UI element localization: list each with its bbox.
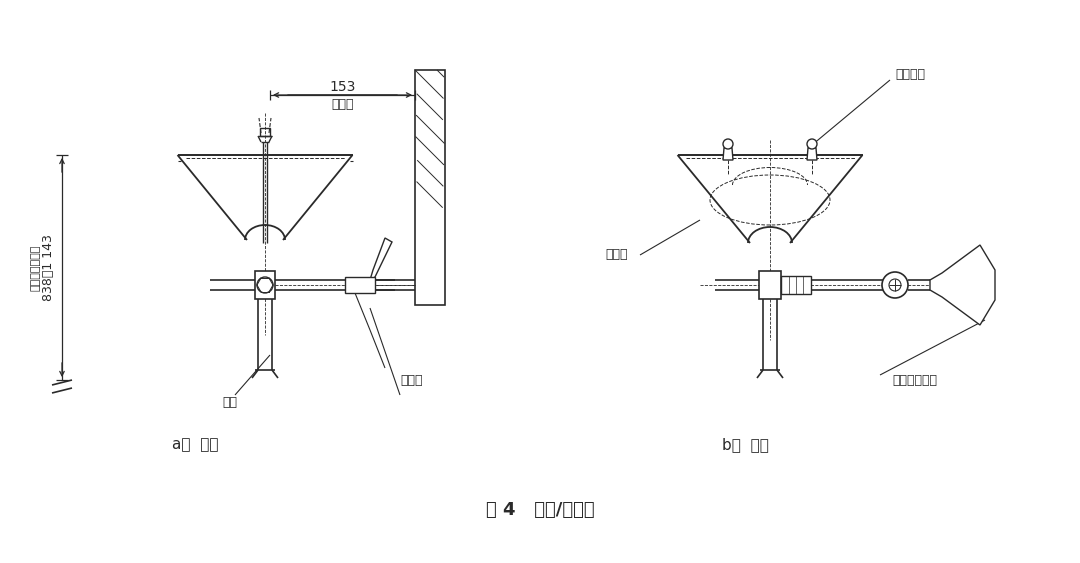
- Bar: [415, 70, 445, 305]
- Bar: [759, 271, 781, 299]
- Circle shape: [889, 279, 901, 291]
- Text: b）  侧面: b） 侧面: [721, 437, 769, 453]
- Text: 洗眼盆: 洗眼盆: [606, 248, 629, 261]
- Bar: [260, 128, 270, 136]
- Circle shape: [882, 272, 908, 298]
- Text: 阀门驱动装置: 阀门驱动装置: [892, 373, 937, 387]
- Text: 最小値: 最小値: [332, 99, 354, 111]
- Polygon shape: [807, 148, 816, 160]
- Text: 管道: 管道: [222, 396, 238, 409]
- Polygon shape: [930, 245, 995, 325]
- Text: 838～1 143: 838～1 143: [41, 234, 54, 301]
- Bar: [345, 277, 375, 293]
- Circle shape: [723, 139, 733, 149]
- Text: 153: 153: [329, 80, 355, 94]
- Polygon shape: [723, 148, 733, 160]
- Text: 控制阀: 控制阀: [400, 373, 422, 387]
- Text: 至使用者站立面: 至使用者站立面: [31, 244, 41, 291]
- Circle shape: [257, 277, 273, 293]
- Polygon shape: [370, 238, 392, 280]
- Bar: [781, 276, 811, 294]
- Circle shape: [807, 139, 816, 149]
- Bar: [255, 271, 275, 299]
- Text: 图 4   洗眼/洗脸器: 图 4 洗眼/洗脸器: [486, 501, 594, 519]
- Text: 洗眼喷头: 洗眼喷头: [895, 69, 924, 82]
- Text: a）  正面: a） 正面: [172, 437, 218, 453]
